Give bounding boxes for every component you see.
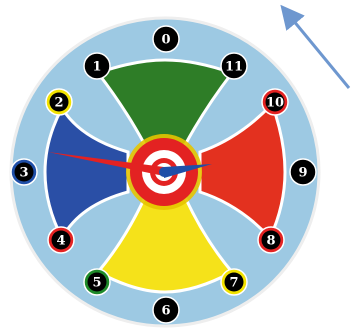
position-number: 1 [92,60,101,75]
number-markers: 0 1 2 3 4 5 6 7 8 9 10 11 [10,25,317,324]
position-marker-9[interactable]: 9 [289,158,317,186]
position-number: 10 [266,96,284,111]
position-number: 3 [19,166,28,181]
position-marker-3[interactable]: 3 [10,158,38,186]
position-number: 9 [298,166,307,181]
position-marker-5[interactable]: 5 [83,268,111,296]
position-marker-1[interactable]: 1 [83,52,111,80]
position-number: 6 [161,304,170,319]
position-marker-4[interactable]: 4 [47,226,75,254]
position-marker-2[interactable]: 2 [45,88,73,116]
direction-arrow-icon [280,4,351,89]
position-number: 11 [225,60,243,75]
bottom-sector [95,195,235,294]
position-marker-6[interactable]: 6 [152,296,180,324]
position-number: 5 [92,276,101,291]
spinner-hand-icon[interactable] [48,152,212,178]
position-marker-10[interactable]: 10 [261,88,289,116]
position-number: 8 [266,234,275,249]
position-number: 4 [56,234,65,249]
position-number: 2 [54,96,63,111]
position-number: 0 [161,33,170,48]
position-number: 7 [229,276,238,291]
position-marker-11[interactable]: 11 [220,52,248,80]
position-marker-7[interactable]: 7 [220,268,248,296]
position-marker-8[interactable]: 8 [257,226,285,254]
position-marker-0[interactable]: 0 [152,25,180,53]
